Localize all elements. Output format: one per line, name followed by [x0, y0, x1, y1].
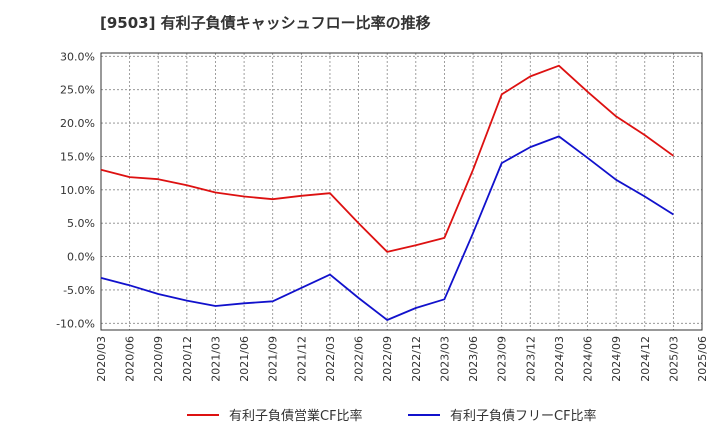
series-lines	[100, 64, 674, 321]
x-tick-label: 2023/12	[524, 336, 537, 382]
y-tick-label: -10.0%	[56, 317, 95, 330]
x-tick-label: 2024/12	[639, 336, 652, 382]
plot-border	[100, 52, 703, 331]
x-tick-label: 2022/06	[353, 336, 366, 382]
plot-area	[101, 53, 702, 330]
y-tick-label: 10.0%	[60, 184, 95, 197]
y-tick-label: 30.0%	[60, 50, 95, 63]
x-tick-label: 2021/03	[209, 336, 222, 382]
chart-title: [9503] 有利子負債キャッシュフロー比率の推移	[100, 14, 431, 32]
x-tick-label: 2024/09	[610, 336, 623, 382]
x-tick-label: 2025/03	[667, 336, 680, 382]
x-tick-label: 2023/09	[496, 336, 509, 382]
series-line-1	[100, 64, 674, 253]
x-tick-label: 2022/09	[381, 336, 394, 382]
x-tick-label: 2020/09	[152, 336, 165, 382]
legend-label-1: 有利子負債営業CF比率	[229, 408, 363, 424]
y-tick-label: 0.0%	[67, 251, 95, 264]
x-tick-label: 2021/09	[267, 336, 280, 382]
legend: 有利子負債営業CF比率 有利子負債フリーCF比率	[187, 408, 597, 424]
x-tick-label: 2022/03	[324, 336, 337, 382]
x-tick-label: 2023/03	[438, 336, 451, 382]
x-tick-label: 2020/06	[124, 336, 137, 382]
x-tick-label: 2020/12	[181, 336, 194, 382]
series-line-2	[100, 135, 674, 321]
grid-lines	[100, 53, 703, 330]
x-tick-label: 2024/06	[582, 336, 595, 382]
x-tick-label: 2021/06	[238, 336, 251, 382]
y-tick-label: 25.0%	[60, 84, 95, 97]
y-axis-ticks: -10.0% -5.0% 0.0% 5.0% 10.0% 15.0% 20.0% 25.0% 3…	[56, 50, 95, 330]
y-tick-label: 20.0%	[60, 117, 95, 130]
x-tick-label: 2024/03	[553, 336, 566, 382]
x-tick-label: 2025/06	[696, 336, 709, 382]
x-tick-label: 2021/12	[295, 336, 308, 382]
y-tick-label: 5.0%	[67, 217, 95, 230]
y-tick-label: -5.0%	[63, 284, 95, 297]
x-tick-label: 2020/03	[95, 336, 108, 382]
x-tick-label: 2023/06	[467, 336, 480, 382]
x-axis-ticks: 2020/03 2020/06 2020/09 2020/12 2021/03 2021/…	[95, 336, 709, 382]
x-tick-label: 2022/12	[410, 336, 423, 382]
y-tick-label: 15.0%	[60, 150, 95, 163]
legend-label-2: 有利子負債フリーCF比率	[450, 408, 597, 424]
